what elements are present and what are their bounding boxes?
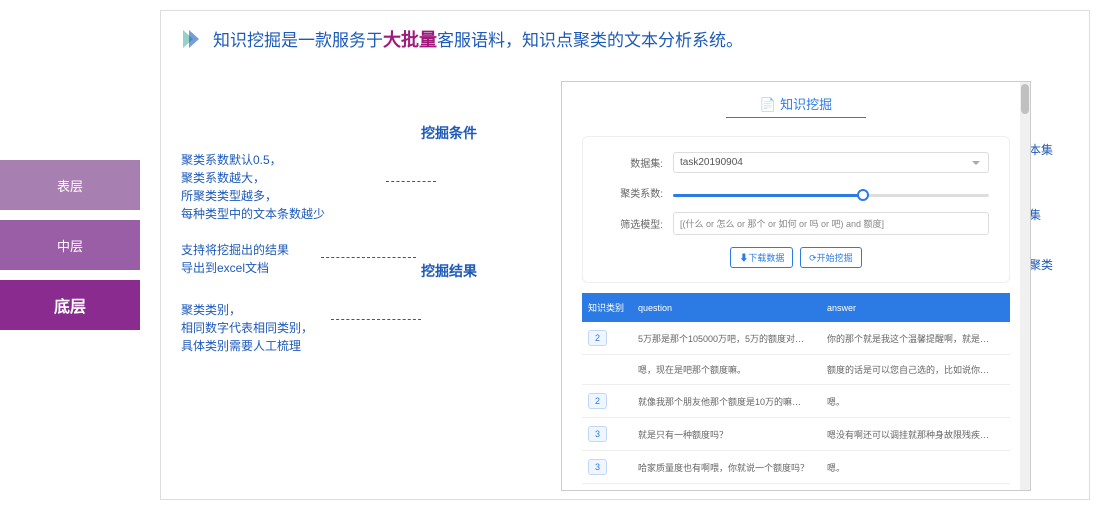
coef-slider[interactable] bbox=[673, 194, 989, 197]
section-label-results: 挖掘结果 bbox=[421, 261, 477, 281]
category-tag[interactable]: 2 bbox=[588, 330, 607, 346]
header-prefix: 知识挖掘是一款服务于 bbox=[213, 31, 383, 50]
table-row: 2 5万那是那个105000万吧，5万的额度对…你的那个就是我这个温馨提醒啊，就是… bbox=[582, 322, 1010, 355]
header: 知识挖掘是一款服务于大批量客服语料，知识点聚类的文本分析系统。 bbox=[161, 11, 1089, 62]
sidebar-label: 表层 bbox=[57, 176, 83, 195]
cell-question: 就像我那个朋友他那个额度是10万的嘛… bbox=[632, 385, 821, 418]
dataset-label: 数据集: bbox=[603, 155, 663, 170]
header-suffix: 客服语料，知识点聚类的文本分析系统。 bbox=[437, 31, 743, 50]
sidebar-item-middle[interactable]: 中层 bbox=[0, 220, 140, 270]
cell-question: 嗯，现在是吧那个额度嘛。 bbox=[632, 355, 821, 385]
col-question: question bbox=[632, 293, 821, 322]
sidebar-label: 中层 bbox=[57, 236, 83, 255]
slider-thumb[interactable] bbox=[857, 189, 869, 201]
connector-line bbox=[331, 319, 421, 320]
category-tag[interactable]: 2 bbox=[588, 393, 607, 409]
chevron-down-icon bbox=[63, 270, 77, 280]
conditions-card: 数据集: task20190904 聚类系数: 筛选模型: [(什么 or 怎么… bbox=[582, 136, 1010, 283]
sidebar-item-surface[interactable]: 表层 bbox=[0, 160, 140, 210]
download-button[interactable]: ⬇下载数据 bbox=[730, 247, 793, 268]
annotation-category: 聚类类别， 相同数字代表相同类别， 具体类别需要人工梳理 bbox=[181, 301, 313, 355]
main-panel: 知识挖掘是一款服务于大批量客服语料，知识点聚类的文本分析系统。 聚类系数默认0.… bbox=[160, 10, 1090, 500]
category-tag[interactable]: 3 bbox=[588, 459, 607, 475]
filter-input[interactable]: [(什么 or 怎么 or 那个 or 如何 or 吗 or 吧) and 额度… bbox=[673, 212, 989, 235]
table-row: 嗯，现在是吧那个额度嘛。额度的话是可以您自己选的，比如说你… bbox=[582, 355, 1010, 385]
double-chevron-right-icon bbox=[181, 27, 205, 51]
cell-answer: 嗯。 bbox=[821, 385, 1010, 418]
scrollbar-thumb[interactable] bbox=[1021, 84, 1029, 114]
cell-answer: 嗯。 bbox=[821, 451, 1010, 484]
chevron-down-icon bbox=[63, 210, 77, 220]
cell-answer: 嗯没有啊还可以调挂就那种身故限残疾… bbox=[821, 418, 1010, 451]
table-row: 3 哈家质量度也有啊喂，你就说一个额度吗？嗯。 bbox=[582, 451, 1010, 484]
results-table: 知识类别 question answer 2 5万那是那个105000万吧，5万的… bbox=[582, 293, 1010, 484]
start-mining-button[interactable]: ⟳开始挖掘 bbox=[800, 247, 862, 268]
section-label-conditions: 挖掘条件 bbox=[421, 123, 477, 143]
cell-question: 哈家质量度也有啊喂，你就说一个额度吗？ bbox=[632, 451, 821, 484]
app-title: 📄知识挖掘 bbox=[562, 82, 1030, 126]
connector-line bbox=[386, 181, 436, 182]
table-row: 2 就像我那个朋友他那个额度是10万的嘛…嗯。 bbox=[582, 385, 1010, 418]
header-highlight: 大批量 bbox=[383, 30, 437, 50]
table-row: 3 就是只有一种额度吗？嗯没有啊还可以调挂就那种身故限残疾… bbox=[582, 418, 1010, 451]
annotation-export: 支持将挖掘出的结果 导出到excel文档 bbox=[181, 241, 289, 277]
annotation-coef: 聚类系数默认0.5， 聚类系数越大， 所聚类类型越多， 每种类型中的文本条数越少 bbox=[181, 151, 325, 223]
app-screenshot: 📄知识挖掘 数据集: task20190904 聚类系数: 筛选模型: bbox=[561, 81, 1031, 491]
col-category: 知识类别 bbox=[582, 293, 632, 322]
cell-question: 就是只有一种额度吗？ bbox=[632, 418, 821, 451]
cell-question: 5万那是那个105000万吧，5万的额度对… bbox=[632, 322, 821, 355]
header-text: 知识挖掘是一款服务于大批量客服语料，知识点聚类的文本分析系统。 bbox=[213, 26, 743, 52]
sidebar-label: 底层 bbox=[54, 293, 86, 317]
cell-answer: 额度的话是可以您自己选的，比如说你… bbox=[821, 355, 1010, 385]
dataset-select[interactable]: task20190904 bbox=[673, 152, 989, 173]
connector-line bbox=[321, 257, 416, 258]
filter-label: 筛选模型: bbox=[603, 216, 663, 231]
category-tag[interactable]: 3 bbox=[588, 426, 607, 442]
sidebar-nav: 表层 中层 底层 bbox=[0, 160, 140, 340]
sidebar-item-bottom[interactable]: 底层 bbox=[0, 280, 140, 330]
coef-label: 聚类系数: bbox=[603, 185, 663, 200]
cell-answer: 你的那个就是我这个温馨提醒啊，就是… bbox=[821, 322, 1010, 355]
scrollbar[interactable] bbox=[1020, 82, 1030, 490]
col-answer: answer bbox=[821, 293, 1010, 322]
